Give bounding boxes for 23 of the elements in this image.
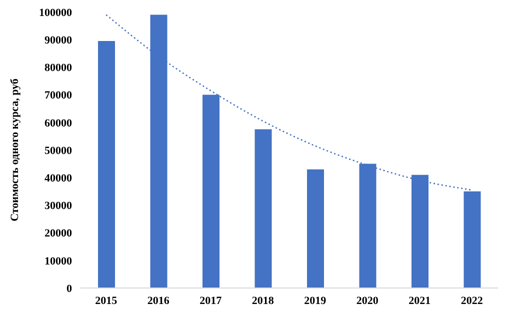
x-tick-label: 2015 [95, 294, 118, 307]
bar [98, 40, 115, 288]
x-tick-label: 2017 [200, 294, 222, 307]
x-tick-label: 2018 [252, 294, 274, 307]
y-tick-label: 50000 [44, 144, 72, 157]
x-tick-label: 2016 [147, 294, 170, 307]
y-tick-label: 40000 [44, 172, 72, 185]
y-tick-label: 70000 [44, 90, 72, 102]
x-tick-label: 2021 [408, 294, 431, 307]
y-tick-label: 30000 [44, 200, 72, 212]
x-tick-label: 2020 [356, 294, 379, 307]
x-tick-label: 2019 [304, 294, 327, 307]
y-tick-label: 100000 [39, 6, 72, 19]
y-tick-label: 90000 [44, 34, 72, 47]
y-tick-label: 0 [66, 282, 72, 295]
y-axis-title: Стоимость одного курса, руб [8, 78, 21, 222]
bar [307, 169, 324, 288]
y-tick-label: 80000 [44, 62, 72, 74]
y-tick-label: 10000 [44, 255, 72, 268]
bar [254, 129, 272, 288]
x-tick-label: 2022 [460, 294, 484, 307]
y-tick-label: 60000 [44, 117, 72, 130]
y-tick-label: 20000 [44, 228, 72, 240]
